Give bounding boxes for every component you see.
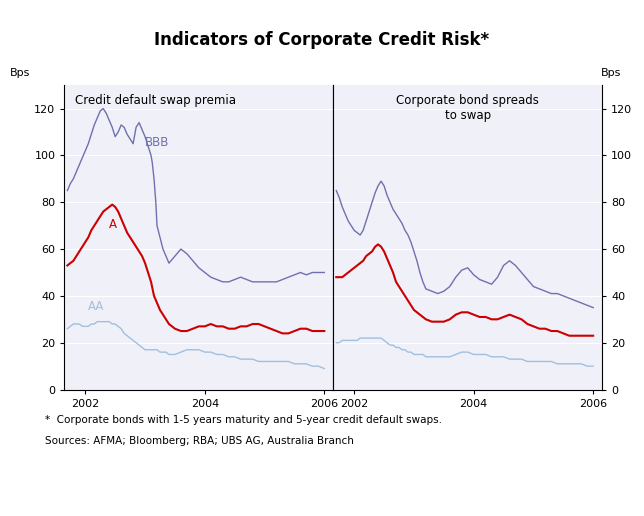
Text: *  Corporate bonds with 1-5 years maturity and 5-year credit default swaps.: * Corporate bonds with 1-5 years maturit…: [45, 415, 442, 425]
Text: Bps: Bps: [10, 69, 30, 78]
Text: Bps: Bps: [601, 69, 621, 78]
Text: Sources: AFMA; Bloomberg; RBA; UBS AG, Australia Branch: Sources: AFMA; Bloomberg; RBA; UBS AG, A…: [45, 436, 354, 446]
Text: AA: AA: [88, 300, 105, 313]
Text: Credit default swap premia: Credit default swap premia: [75, 94, 236, 107]
Text: Corporate bond spreads
to swap: Corporate bond spreads to swap: [396, 94, 539, 122]
Text: A: A: [109, 218, 117, 231]
Text: BBB: BBB: [145, 136, 169, 149]
Text: Indicators of Corporate Credit Risk*: Indicators of Corporate Credit Risk*: [155, 31, 489, 49]
